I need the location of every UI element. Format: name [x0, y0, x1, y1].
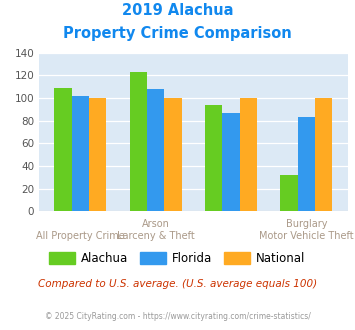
- Bar: [315, 98, 332, 211]
- Bar: [72, 96, 89, 211]
- Text: © 2025 CityRating.com - https://www.cityrating.com/crime-statistics/: © 2025 CityRating.com - https://www.city…: [45, 312, 310, 321]
- Bar: [223, 113, 240, 211]
- Text: All Property Crime: All Property Crime: [36, 231, 125, 241]
- Text: Property Crime Comparison: Property Crime Comparison: [63, 26, 292, 41]
- Bar: [280, 175, 298, 211]
- Text: Compared to U.S. average. (U.S. average equals 100): Compared to U.S. average. (U.S. average …: [38, 279, 317, 289]
- Text: Arson: Arson: [142, 219, 170, 229]
- Bar: [298, 117, 315, 211]
- Legend: Alachua, Florida, National: Alachua, Florida, National: [45, 247, 310, 269]
- Bar: [164, 98, 182, 211]
- Bar: [240, 98, 257, 211]
- Bar: [130, 72, 147, 211]
- Text: Larceny & Theft: Larceny & Theft: [117, 231, 195, 241]
- Bar: [89, 98, 106, 211]
- Text: 2019 Alachua: 2019 Alachua: [122, 3, 233, 18]
- Bar: [205, 105, 223, 211]
- Bar: [147, 89, 164, 211]
- Text: Burglary: Burglary: [286, 219, 327, 229]
- Text: Motor Vehicle Theft: Motor Vehicle Theft: [259, 231, 354, 241]
- Bar: [55, 88, 72, 211]
